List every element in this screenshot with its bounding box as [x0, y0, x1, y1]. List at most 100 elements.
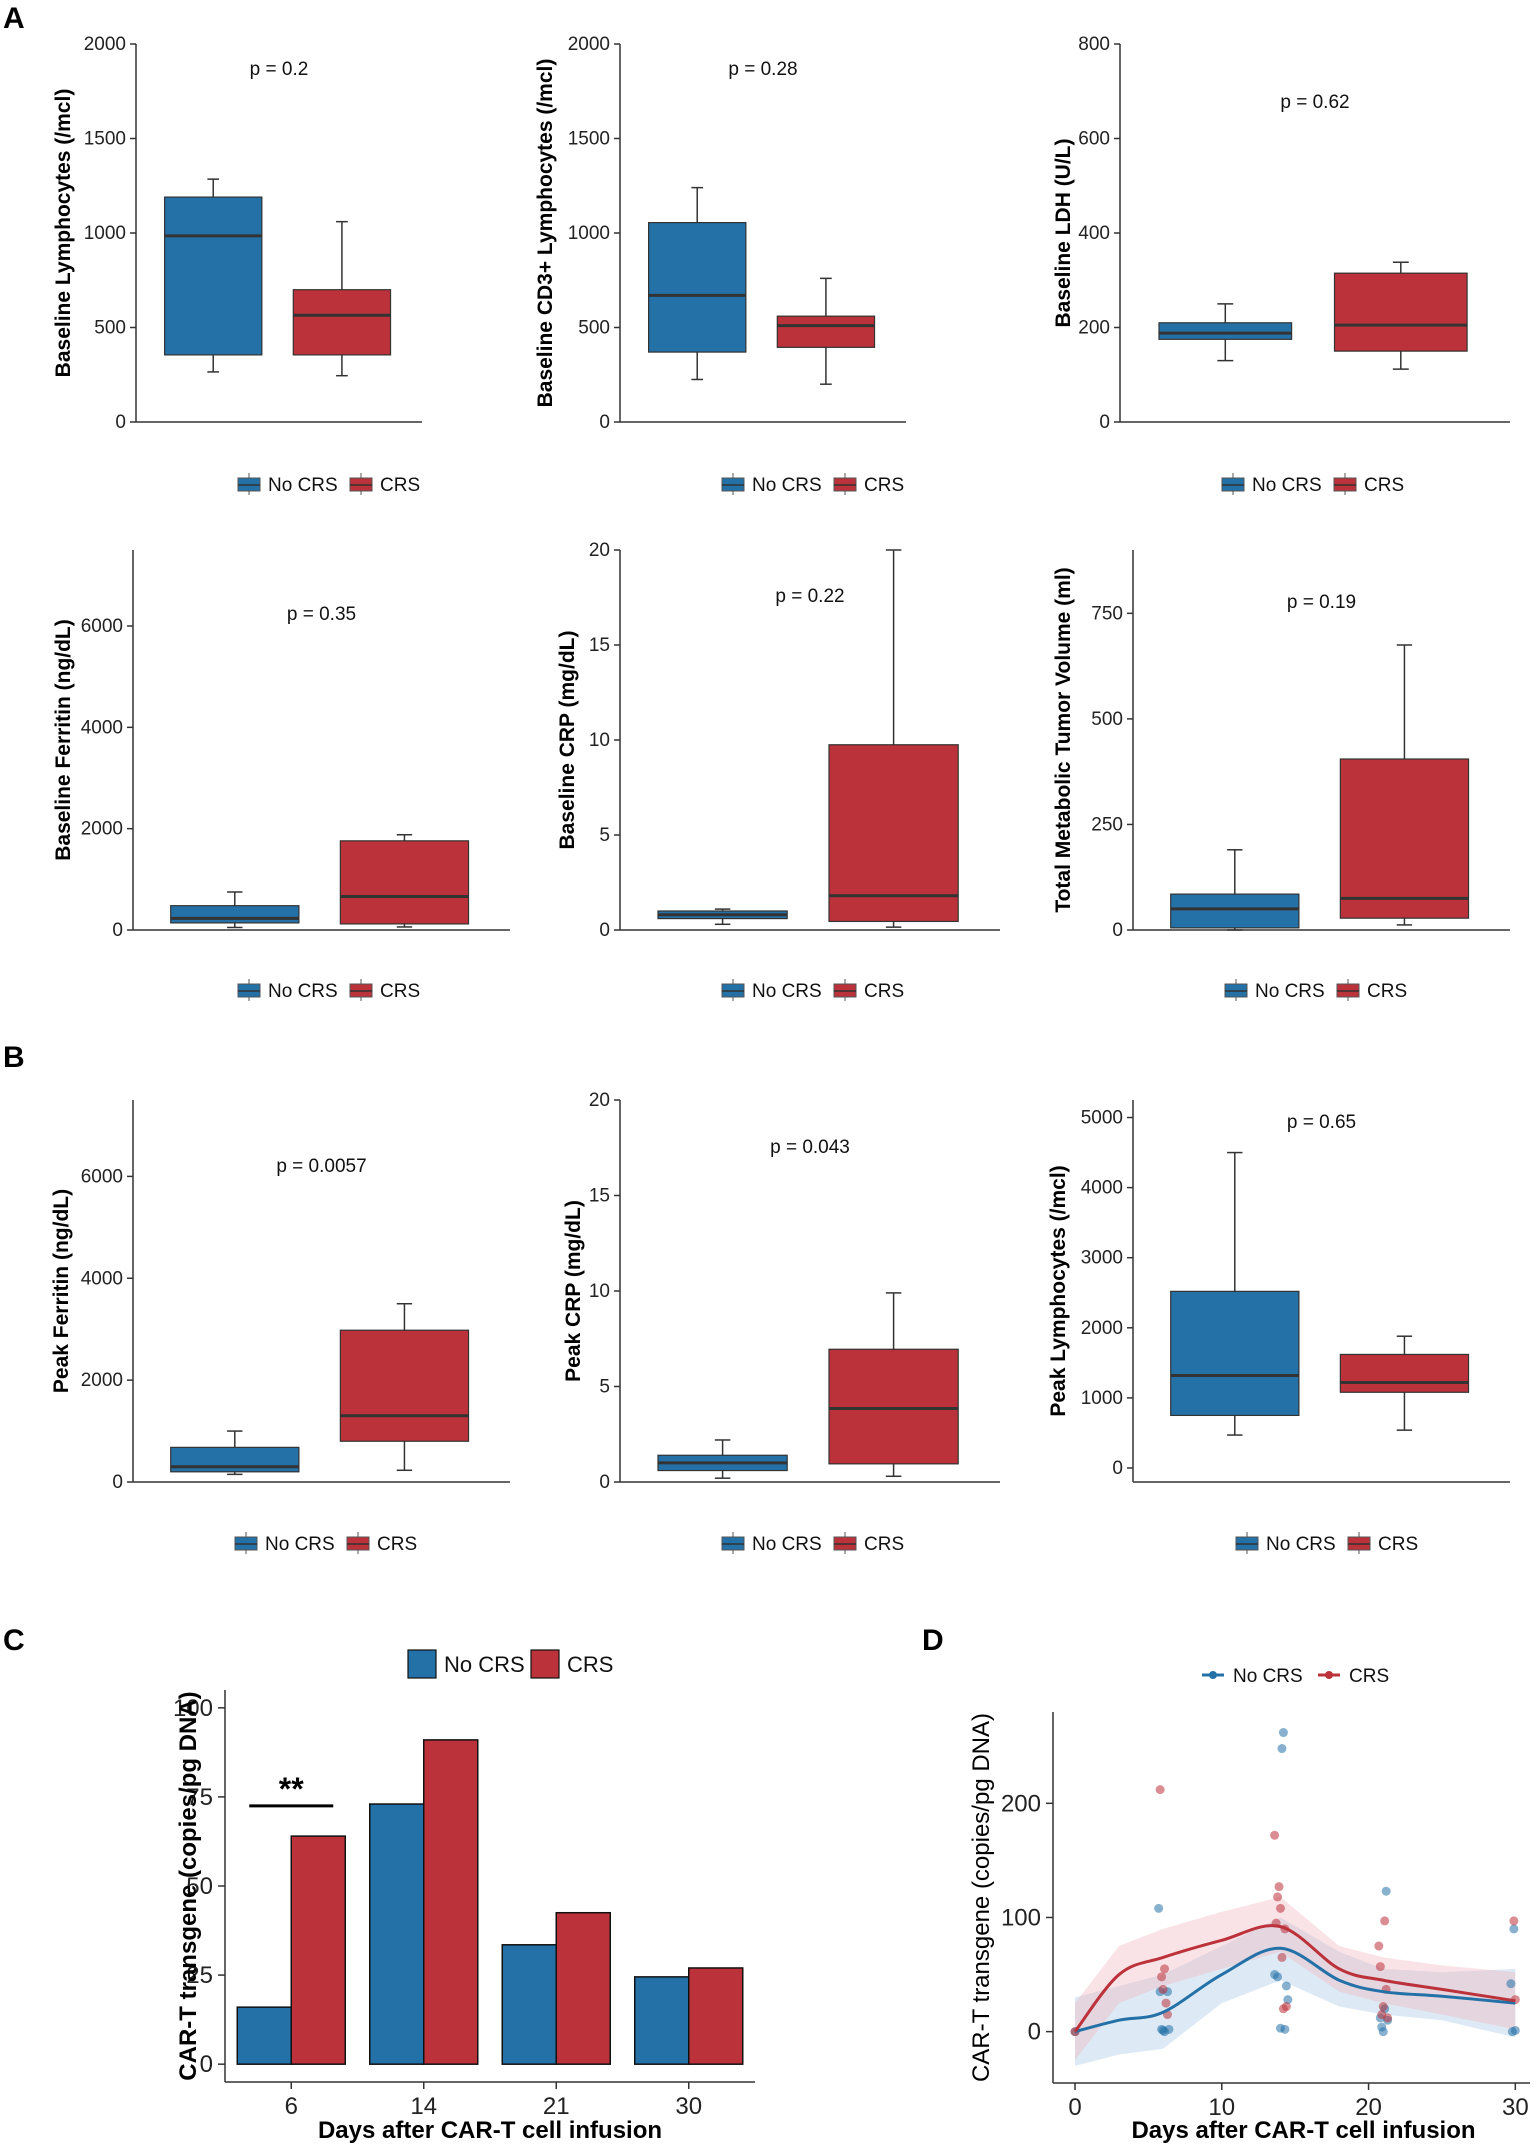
p-value-label: p = 0.65	[1287, 1112, 1356, 1133]
box-no-crs	[1158, 303, 1293, 362]
box-iqr	[292, 289, 392, 356]
legend-label: CRS	[864, 475, 904, 496]
y-axis-label: Baseline CD3+ Lymphocytes (/mcl)	[534, 59, 557, 408]
legend-label: CRS	[380, 981, 420, 1002]
data-point-crs	[1383, 2013, 1393, 2023]
legend: No CRS CRS	[1202, 1666, 1389, 1687]
box-iqr	[1170, 893, 1300, 929]
y-axis-label: Baseline Lymphocytes (/mcl)	[52, 89, 75, 378]
legend-label: No CRS	[265, 1534, 335, 1555]
box-crs	[828, 549, 959, 928]
legend-label: CRS	[864, 981, 904, 1002]
box-no-crs	[170, 891, 300, 929]
legend-label: No CRS	[752, 1534, 822, 1555]
legend-label: No CRS	[444, 1652, 525, 1677]
p-value-label: p = 0.2	[250, 59, 309, 80]
data-point-crs	[1275, 1903, 1285, 1913]
bar-no-crs-day-30	[634, 1976, 690, 2065]
y-tick-label: 5	[599, 1377, 610, 1398]
y-tick-label: 3000	[1081, 1248, 1123, 1269]
legend: No CRS CRS	[237, 979, 420, 1002]
y-tick-label: 2000	[81, 819, 123, 840]
y-tick-label: 0	[200, 2051, 213, 2078]
legend-label: CRS	[567, 1652, 613, 1677]
y-axis-label: Total Metabolic Tumor Volume (ml)	[1052, 567, 1075, 912]
legend-key-dot	[1325, 1671, 1333, 1679]
data-point-no-crs	[1273, 1972, 1283, 1982]
box-crs	[339, 833, 470, 928]
boxplot-chart-1: 0 500 1000 1500 2000 Baseline Lymphocytes (/m…	[52, 34, 422, 496]
y-tick-label: 500	[94, 318, 126, 339]
legend-label: No CRS	[1266, 1534, 1336, 1555]
data-point-crs	[1277, 1952, 1287, 1962]
legend: No CRS CRS	[721, 473, 904, 496]
box-no-crs	[170, 1430, 300, 1476]
bar-crs-day-30	[688, 1967, 744, 2065]
p-value-label: p = 0.35	[287, 604, 356, 625]
y-axis-label: Peak Ferritin (ng/dL)	[50, 1189, 73, 1393]
box-iqr	[1339, 758, 1470, 919]
x-tick-label: 10	[1208, 2094, 1235, 2121]
legend: No CRS CRS	[1224, 979, 1407, 1002]
y-tick-label: 0	[1112, 920, 1123, 941]
y-tick-label: 4000	[1081, 1178, 1123, 1199]
p-value-label: p = 0.0057	[276, 1156, 366, 1177]
y-tick-label: 0	[112, 920, 123, 941]
data-point-crs	[1158, 1984, 1168, 1994]
data-point-crs	[1270, 1830, 1280, 1840]
legend: No CRS CRS	[721, 1532, 904, 1555]
y-tick-label: 1000	[84, 223, 126, 244]
box-iqr	[170, 905, 300, 924]
data-point-no-crs	[1281, 1981, 1291, 1991]
data-point-crs	[1160, 1964, 1170, 1974]
y-tick-label: 2000	[84, 34, 126, 55]
data-point-no-crs	[1506, 1979, 1516, 1989]
y-tick-label: 20	[589, 540, 610, 561]
legend-label: No CRS	[752, 981, 822, 1002]
x-tick-label: 21	[543, 2093, 570, 2120]
bar-crs-day-14	[423, 1739, 479, 2065]
box-crs	[292, 220, 392, 377]
panel-label-b: B	[3, 1041, 25, 1074]
legend-label: CRS	[380, 475, 420, 496]
legend-label: CRS	[864, 1534, 904, 1555]
y-tick-label: 6000	[81, 616, 123, 637]
y-tick-label: 2000	[1081, 1318, 1123, 1339]
y-tick-label: 0	[112, 1472, 123, 1493]
bar-crs-day-6	[290, 1835, 346, 2065]
y-tick-label: 20	[589, 1090, 610, 1111]
p-value-label: p = 0.043	[770, 1137, 850, 1158]
y-tick-label: 200	[1078, 318, 1110, 339]
legend: No CRS CRS	[234, 1532, 417, 1555]
y-tick-label: 250	[1091, 814, 1123, 835]
data-point-no-crs	[1277, 1744, 1287, 1754]
y-tick-label: 2000	[81, 1370, 123, 1391]
y-tick-label: 200	[1001, 1790, 1041, 1817]
panel-label-a: A	[3, 2, 25, 35]
y-tick-label: 1000	[1081, 1388, 1123, 1409]
data-point-no-crs	[1378, 2027, 1388, 2037]
y-tick-label: 15	[589, 1186, 610, 1207]
data-point-crs	[1375, 1962, 1385, 1972]
box-iqr	[1333, 272, 1468, 352]
legend: No CRS CRS	[721, 979, 904, 1002]
confidence-band-no-crs	[1075, 1917, 1516, 2066]
data-point-crs	[1161, 1998, 1171, 2008]
y-axis-label: Baseline Ferritin (ng/dL)	[52, 619, 75, 861]
y-tick-label: 750	[1091, 603, 1123, 624]
x-tick-label: 30	[1502, 2094, 1529, 2121]
box-crs	[828, 1292, 959, 1478]
box-iqr	[339, 840, 470, 925]
p-value-label: p = 0.28	[728, 59, 797, 80]
legend-key-dot	[1209, 1671, 1217, 1679]
legend: No CRS CRS	[1235, 1532, 1418, 1555]
box-iqr	[776, 315, 876, 348]
box-crs	[1339, 1335, 1470, 1431]
y-axis-label: Baseline LDH (U/L)	[1052, 138, 1075, 327]
y-tick-label: 6000	[81, 1166, 123, 1187]
y-tick-label: 600	[1078, 129, 1110, 150]
legend-label: No CRS	[1252, 475, 1322, 496]
